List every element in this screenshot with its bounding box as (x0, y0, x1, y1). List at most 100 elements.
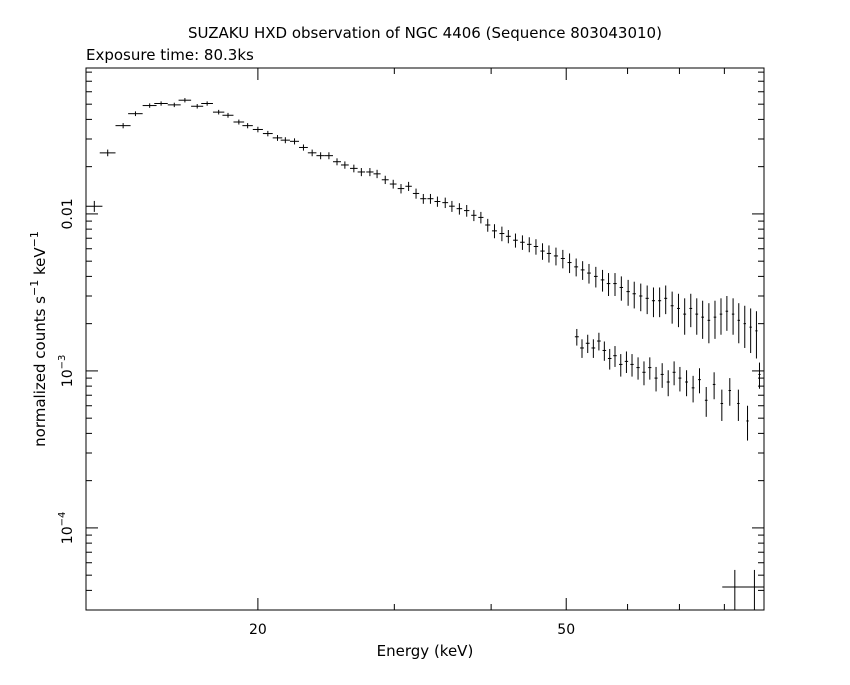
data-point (658, 287, 662, 318)
data-point (670, 291, 674, 324)
data-point (212, 109, 225, 115)
data-point (755, 311, 758, 359)
data-point (685, 370, 688, 397)
data-point (546, 245, 552, 263)
data-point (99, 149, 116, 157)
data-point (405, 181, 412, 191)
data-point (613, 346, 617, 367)
data-point (307, 149, 317, 157)
data-point (678, 366, 682, 392)
data-point (626, 279, 630, 306)
data-point (672, 361, 676, 386)
data-point (593, 266, 598, 288)
data-point (580, 339, 584, 358)
data-point (645, 285, 649, 315)
data-point (574, 328, 579, 346)
data-point (713, 300, 717, 339)
data-point (737, 303, 740, 344)
data-point (580, 261, 585, 280)
data-point (632, 281, 636, 309)
data-point (167, 102, 181, 108)
data-point (746, 405, 749, 441)
data-point (222, 112, 234, 118)
data-point (289, 138, 300, 145)
data-point (666, 370, 670, 397)
chart-title: SUZAKU HXD observation of NGC 4406 (Sequ… (188, 24, 662, 42)
data-point (712, 372, 716, 400)
y-tick-label-base: 0.01 (60, 198, 76, 229)
data-point (242, 123, 253, 129)
data-point (758, 362, 761, 389)
data-point (427, 193, 434, 204)
data-point (513, 233, 518, 248)
plot-frame (85, 67, 765, 611)
data-point (630, 354, 634, 377)
data-point (252, 126, 263, 133)
data-point (540, 243, 545, 260)
y-tick-label-exp: −4 (57, 512, 68, 527)
data-point (597, 332, 601, 351)
data-point (743, 305, 746, 348)
data-point (299, 144, 308, 151)
data-point (639, 283, 643, 312)
data-point (505, 229, 511, 244)
axis-ticks (86, 68, 765, 611)
data-point (619, 354, 623, 377)
data-point (664, 285, 668, 315)
data-point (600, 269, 605, 292)
data-point (485, 218, 491, 232)
data-point (553, 247, 559, 266)
data-point (720, 389, 724, 421)
data-points (86, 98, 761, 441)
data-point (412, 188, 420, 199)
data-point (499, 226, 505, 242)
data-point (728, 378, 732, 406)
x-tick-label: 20 (249, 622, 267, 638)
data-point (128, 111, 143, 117)
data-point (607, 348, 612, 370)
y-axis-label: normalized counts s−1 keV−1 (28, 231, 49, 447)
x-axis-label: Energy (keV) (377, 642, 474, 660)
data-point (606, 273, 611, 297)
data-point (471, 209, 477, 222)
data-point (86, 200, 103, 212)
data-point (142, 103, 157, 108)
data-point (704, 386, 708, 417)
data-point (695, 298, 699, 335)
y-tick-label-exp: −3 (57, 355, 68, 370)
error-cross-annotation (722, 569, 764, 610)
data-point (491, 224, 497, 239)
y-tick-label: 10−3 (57, 355, 76, 388)
data-point (463, 204, 470, 217)
data-point (520, 235, 525, 250)
y-tick-label: 10−4 (57, 512, 76, 545)
data-point (654, 366, 658, 392)
data-point (449, 200, 455, 212)
data-point (316, 152, 325, 160)
data-point (602, 341, 607, 361)
data-point (154, 101, 168, 106)
data-point (233, 119, 245, 125)
data-point (478, 211, 484, 224)
data-point (560, 249, 565, 269)
data-point (731, 298, 735, 335)
data-point (527, 237, 532, 253)
data-point (636, 357, 640, 380)
y-axis-label-sup2: −1 (28, 231, 41, 247)
data-point (567, 253, 572, 274)
data-point (373, 169, 381, 179)
data-point (624, 351, 629, 373)
data-point (642, 361, 646, 386)
data-point (719, 298, 723, 335)
y-axis-label-unit: keV (31, 247, 49, 280)
y-tick-label: 0.01 (60, 198, 76, 229)
data-point (272, 135, 283, 141)
data-point (434, 196, 441, 207)
y-axis-label-main: normalized counts s (31, 296, 49, 447)
data-point (324, 152, 333, 160)
data-point (340, 161, 349, 169)
data-point (366, 168, 374, 177)
y-tick-label-base: 10 (60, 526, 76, 544)
